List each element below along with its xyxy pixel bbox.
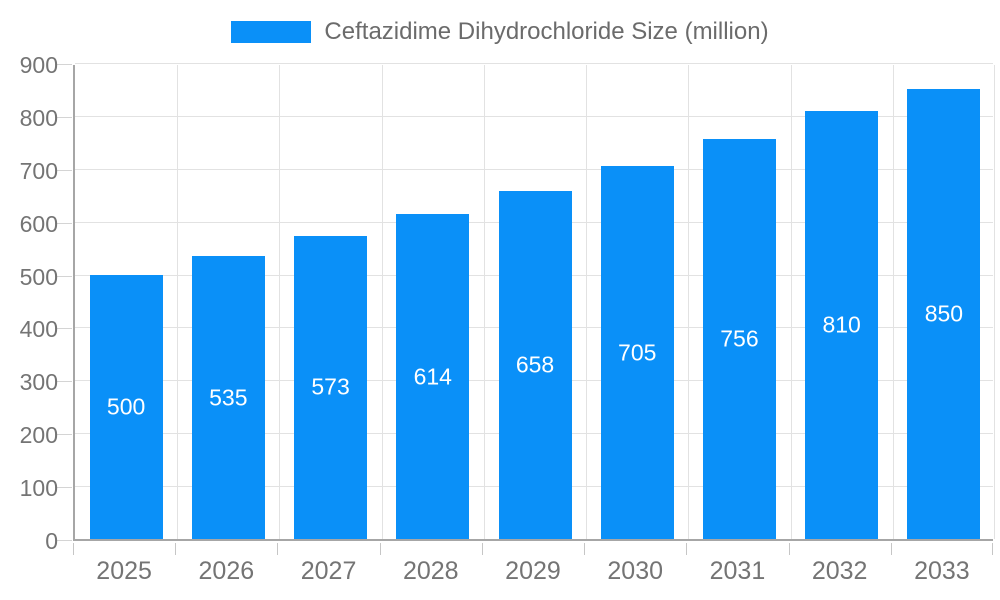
v-gridline (790, 65, 792, 539)
x-axis-tick-label: 2030 (607, 557, 664, 585)
bar[interactable]: 756 (702, 139, 776, 539)
x-axis-tick (175, 543, 177, 555)
v-gridline (279, 65, 281, 539)
x-axis-tick-label: 2025 (96, 557, 152, 585)
x-axis-tick-label: 2029 (505, 557, 561, 585)
y-axis-tick-label: 900 (19, 52, 58, 78)
v-gridline (892, 65, 894, 539)
y-axis-tick (55, 434, 72, 436)
bar-value-label: 500 (106, 393, 146, 420)
x-axis-tick (277, 543, 279, 555)
bar-value-label: 535 (209, 384, 248, 411)
x-axis-tick-label: 2027 (300, 557, 357, 585)
v-gridline (586, 65, 588, 539)
bar-value-label: 810 (822, 311, 861, 338)
h-gridline (75, 168, 993, 170)
bar-value-label: 756 (720, 325, 759, 352)
bar[interactable]: 573 (294, 235, 368, 539)
y-axis-tick-label: 400 (19, 316, 58, 343)
x-axis-tick-label: 2031 (709, 557, 766, 585)
legend-label: Ceftazidime Dihydrochloride Size (millio… (324, 18, 769, 45)
v-gridline (483, 65, 485, 539)
y-axis-tick-label: 300 (19, 369, 58, 396)
y-axis-tick (55, 222, 72, 224)
y-axis-tick (55, 487, 72, 489)
bar-value-label: 705 (618, 339, 657, 366)
x-axis-tick (73, 543, 74, 555)
bar[interactable]: 500 (89, 274, 163, 539)
legend-swatch (231, 21, 312, 43)
x-axis-tick (992, 543, 993, 555)
x-axis-tick-label: 2032 (811, 557, 868, 585)
v-gridline (688, 65, 690, 539)
bar-value-label: 658 (515, 351, 555, 378)
bar[interactable]: 810 (805, 110, 879, 539)
bar[interactable]: 850 (907, 89, 981, 539)
y-axis-tick (55, 381, 72, 383)
v-gridline (177, 65, 179, 539)
y-axis-tick-label: 100 (19, 475, 58, 502)
y-axis-tick (55, 540, 72, 541)
bar-value-label: 614 (413, 363, 452, 390)
x-axis-tick (379, 543, 381, 555)
y-axis-tick-label: 500 (19, 263, 58, 290)
y-axis-tick (55, 64, 72, 65)
y-axis-tick (55, 328, 72, 330)
x-axis-tick (788, 543, 790, 555)
y-axis-tick-label: 800 (19, 104, 58, 131)
x-axis-tick-label: 2028 (402, 557, 459, 585)
y-axis-tick (55, 275, 72, 277)
bar[interactable]: 614 (396, 214, 470, 539)
x-axis-tick (686, 543, 688, 555)
x-axis-tick-label: 2033 (914, 557, 970, 585)
h-gridline (75, 115, 993, 117)
bar[interactable]: 705 (600, 166, 674, 539)
v-gridline (381, 65, 383, 539)
y-axis-tick-label: 0 (45, 528, 58, 554)
bar-value-label: 573 (311, 373, 350, 400)
h-gridline (75, 63, 993, 64)
bar[interactable]: 535 (191, 256, 265, 539)
plot-area: 500 535 573 614 658 705 756 810 850 (73, 63, 995, 541)
x-axis-tick (890, 543, 892, 555)
legend-item[interactable]: Ceftazidime Dihydrochloride Size (millio… (0, 18, 1000, 46)
y-axis-tick (55, 169, 72, 171)
x-axis-tick (584, 543, 586, 555)
y-axis-tick (55, 116, 72, 118)
bar-value-label: 850 (924, 300, 964, 327)
v-gridline (994, 65, 995, 539)
bar[interactable]: 658 (498, 191, 572, 539)
y-axis-tick-label: 600 (19, 210, 58, 237)
y-axis-tick-label: 200 (19, 422, 58, 449)
x-axis-tick (481, 543, 483, 555)
x-axis-tick-label: 2026 (198, 557, 255, 585)
y-axis-tick-label: 700 (19, 157, 58, 184)
